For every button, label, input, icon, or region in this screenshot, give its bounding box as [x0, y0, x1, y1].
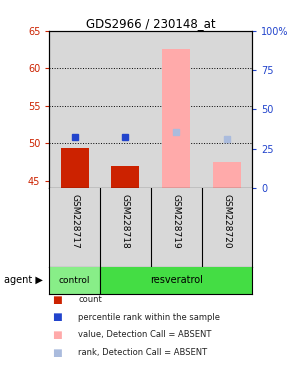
- Text: count: count: [78, 295, 102, 304]
- Text: GSM228718: GSM228718: [121, 194, 130, 249]
- Bar: [61, 149, 89, 188]
- Text: agent ▶: agent ▶: [4, 275, 43, 285]
- Text: ■: ■: [52, 295, 62, 305]
- Text: GSM228717: GSM228717: [70, 194, 79, 249]
- Title: GDS2966 / 230148_at: GDS2966 / 230148_at: [86, 17, 215, 30]
- Bar: [162, 50, 190, 188]
- Text: control: control: [59, 276, 90, 285]
- Text: ■: ■: [52, 312, 62, 322]
- Text: GSM228719: GSM228719: [172, 194, 181, 249]
- Bar: [213, 162, 241, 188]
- Text: value, Detection Call = ABSENT: value, Detection Call = ABSENT: [78, 330, 212, 339]
- Bar: [100, 267, 252, 294]
- Text: percentile rank within the sample: percentile rank within the sample: [78, 313, 220, 322]
- Bar: [111, 166, 139, 188]
- Text: resveratrol: resveratrol: [150, 275, 203, 285]
- Text: GSM228720: GSM228720: [222, 194, 231, 249]
- Text: rank, Detection Call = ABSENT: rank, Detection Call = ABSENT: [78, 348, 207, 357]
- Bar: [49, 267, 100, 294]
- Text: ■: ■: [52, 348, 62, 358]
- Text: ■: ■: [52, 330, 62, 340]
